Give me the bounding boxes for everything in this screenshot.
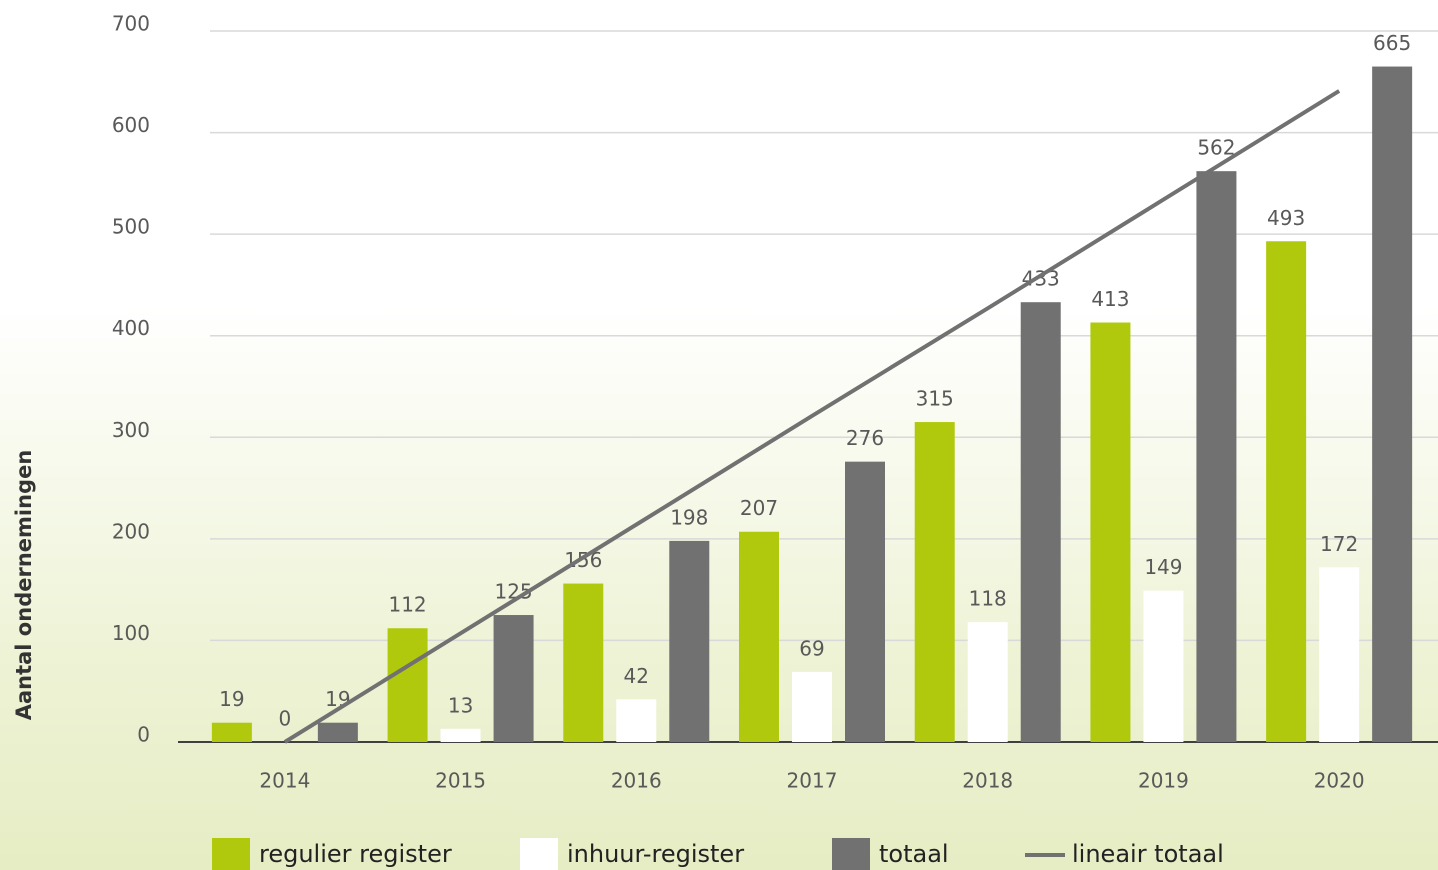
bar: [1319, 567, 1360, 742]
legend-label: totaal: [879, 840, 949, 868]
y-tick-label: 700: [112, 12, 150, 36]
legend-label: inhuur-register: [567, 840, 744, 868]
bar: [1196, 171, 1237, 742]
trend-line: [283, 89, 1341, 744]
bar: [1266, 241, 1307, 742]
x-tick-label: 2019: [1138, 769, 1189, 793]
legend-label: regulier register: [259, 840, 452, 868]
y-tick-label: 0: [137, 723, 150, 747]
bar: [317, 722, 358, 742]
data-label: 413: [1091, 287, 1129, 311]
x-tick-label: 2020: [1314, 769, 1365, 793]
data-label: 118: [969, 587, 1007, 611]
bar: [669, 540, 710, 742]
bar: [845, 461, 885, 742]
bar: [1143, 590, 1184, 742]
y-tick-label: 600: [112, 113, 150, 137]
data-label: 276: [846, 426, 884, 450]
data-label: 0: [278, 707, 291, 731]
data-label: 207: [740, 496, 778, 520]
data-label: 665: [1373, 31, 1411, 55]
bar: [616, 699, 657, 742]
bar: [493, 615, 534, 742]
legend-label: lineair totaal: [1072, 840, 1224, 868]
data-label: 112: [388, 593, 426, 617]
data-label: 149: [1144, 555, 1182, 579]
x-tick-label: 2018: [962, 769, 1013, 793]
bar: [914, 422, 955, 742]
legend-swatch: [832, 838, 870, 870]
x-tick-label: 2014: [259, 769, 310, 793]
data-label: 562: [1197, 136, 1235, 160]
bar: [563, 583, 604, 742]
data-label: 13: [448, 693, 473, 717]
data-label: 42: [624, 664, 649, 688]
data-label: 19: [219, 687, 244, 711]
data-label: 433: [1022, 267, 1060, 291]
bar: [387, 628, 428, 742]
data-label: 156: [564, 548, 602, 572]
x-tick-label: 2015: [435, 769, 486, 793]
data-label: 198: [670, 505, 708, 529]
bar: [967, 622, 1008, 742]
bar: [1020, 302, 1061, 742]
data-label: 69: [799, 636, 824, 660]
legend-swatch: [520, 838, 558, 870]
y-tick-label: 100: [112, 621, 150, 645]
y-tick-label: 300: [112, 418, 150, 442]
legend-swatch: [212, 838, 250, 870]
y-tick-label: 400: [112, 316, 150, 340]
data-label: 172: [1320, 532, 1358, 556]
bar: [1090, 322, 1131, 742]
bar: [211, 722, 252, 742]
data-label: 493: [1267, 206, 1305, 230]
x-tick-label: 2016: [611, 769, 662, 793]
bar: [1372, 66, 1413, 743]
bar: [440, 728, 481, 742]
bar: [739, 531, 779, 742]
bar: [792, 671, 832, 742]
y-axis-label: Aantal ondernemingen: [12, 450, 36, 721]
y-tick-label: 200: [112, 519, 150, 543]
x-tick-label: 2017: [787, 769, 838, 793]
y-tick-label: 500: [112, 215, 150, 239]
data-label: 315: [916, 387, 954, 411]
